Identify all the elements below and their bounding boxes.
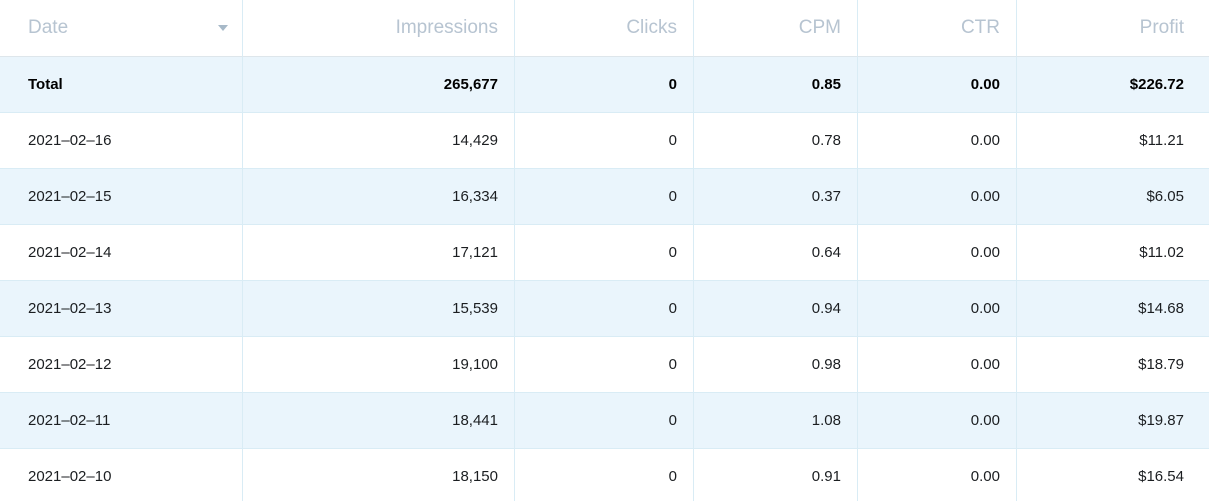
- table-row: 2021–02–10 18,150 0 0.91 0.00 $16.54: [0, 449, 1209, 501]
- cell-cpm: 0.64: [694, 225, 858, 281]
- cell-profit: $11.02: [1017, 225, 1209, 281]
- cell-impressions: 19,100: [243, 337, 515, 393]
- table-row: 2021–02–13 15,539 0 0.94 0.00 $14.68: [0, 281, 1209, 337]
- cell-impressions: 17,121: [243, 225, 515, 281]
- cell-profit: $11.21: [1017, 113, 1209, 169]
- table-row: 2021–02–15 16,334 0 0.37 0.00 $6.05: [0, 169, 1209, 225]
- cell-cpm: 0.78: [694, 113, 858, 169]
- sort-dropdown-icon[interactable]: [218, 25, 228, 31]
- cell-cpm: 0.91: [694, 449, 858, 501]
- total-cpm: 0.85: [694, 57, 858, 113]
- cell-clicks: 0: [515, 113, 694, 169]
- cell-profit: $16.54: [1017, 449, 1209, 501]
- column-header-profit[interactable]: Profit: [1017, 0, 1209, 57]
- total-clicks: 0: [515, 57, 694, 113]
- cell-clicks: 0: [515, 281, 694, 337]
- cell-impressions: 14,429: [243, 113, 515, 169]
- column-header-cpm[interactable]: CPM: [694, 0, 858, 57]
- table-header-row: Date Impressions Clicks CPM CTR Profit: [0, 0, 1209, 57]
- total-impressions: 265,677: [243, 57, 515, 113]
- cell-profit: $18.79: [1017, 337, 1209, 393]
- cell-clicks: 0: [515, 169, 694, 225]
- cell-impressions: 15,539: [243, 281, 515, 337]
- table-body: 2021–02–16 14,429 0 0.78 0.00 $11.21 202…: [0, 113, 1209, 501]
- table-row: 2021–02–16 14,429 0 0.78 0.00 $11.21: [0, 113, 1209, 169]
- column-header-impressions[interactable]: Impressions: [243, 0, 515, 57]
- cell-ctr: 0.00: [858, 225, 1017, 281]
- total-ctr: 0.00: [858, 57, 1017, 113]
- cell-profit: $6.05: [1017, 169, 1209, 225]
- column-header-clicks[interactable]: Clicks: [515, 0, 694, 57]
- cell-clicks: 0: [515, 337, 694, 393]
- cell-profit: $19.87: [1017, 393, 1209, 449]
- column-header-date-label: Date: [28, 17, 69, 38]
- cell-ctr: 0.00: [858, 281, 1017, 337]
- cell-cpm: 1.08: [694, 393, 858, 449]
- cell-cpm: 0.94: [694, 281, 858, 337]
- table-row: 2021–02–14 17,121 0 0.64 0.00 $11.02: [0, 225, 1209, 281]
- table-row: 2021–02–11 18,441 0 1.08 0.00 $19.87: [0, 393, 1209, 449]
- cell-impressions: 16,334: [243, 169, 515, 225]
- cell-date: 2021–02–12: [0, 337, 243, 393]
- cell-cpm: 0.37: [694, 169, 858, 225]
- cell-ctr: 0.00: [858, 169, 1017, 225]
- cell-clicks: 0: [515, 449, 694, 501]
- cell-ctr: 0.00: [858, 449, 1017, 501]
- cell-date: 2021–02–10: [0, 449, 243, 501]
- cell-impressions: 18,441: [243, 393, 515, 449]
- column-header-date[interactable]: Date: [0, 0, 243, 57]
- cell-cpm: 0.98: [694, 337, 858, 393]
- cell-ctr: 0.00: [858, 337, 1017, 393]
- table-total-row: Total 265,677 0 0.85 0.00 $226.72: [0, 57, 1209, 113]
- cell-clicks: 0: [515, 393, 694, 449]
- cell-date: 2021–02–15: [0, 169, 243, 225]
- cell-clicks: 0: [515, 225, 694, 281]
- cell-date: 2021–02–14: [0, 225, 243, 281]
- cell-impressions: 18,150: [243, 449, 515, 501]
- cell-ctr: 0.00: [858, 393, 1017, 449]
- cell-ctr: 0.00: [858, 113, 1017, 169]
- table-row: 2021–02–12 19,100 0 0.98 0.00 $18.79: [0, 337, 1209, 393]
- total-label: Total: [0, 57, 243, 113]
- total-profit: $226.72: [1017, 57, 1209, 113]
- column-header-ctr[interactable]: CTR: [858, 0, 1017, 57]
- cell-profit: $14.68: [1017, 281, 1209, 337]
- cell-date: 2021–02–13: [0, 281, 243, 337]
- cell-date: 2021–02–16: [0, 113, 243, 169]
- cell-date: 2021–02–11: [0, 393, 243, 449]
